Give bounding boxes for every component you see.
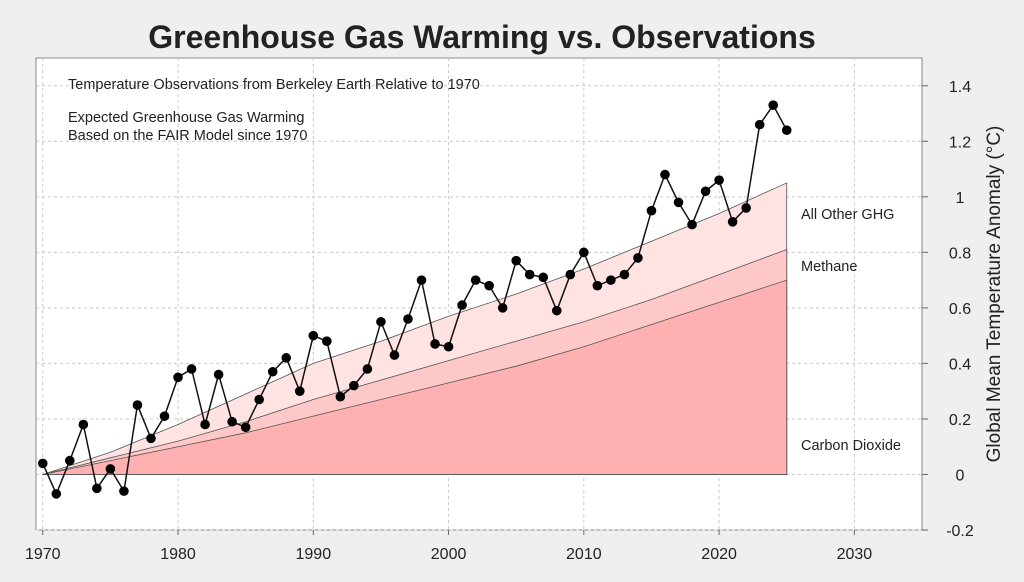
x-tick-label: 2000 xyxy=(431,546,467,563)
observation-point xyxy=(687,219,697,230)
observation-point xyxy=(227,416,237,427)
label-all-other-ghg: All Other GHG xyxy=(801,207,894,223)
observation-point xyxy=(335,391,346,402)
y-axis-label: Global Mean Temperature Anomaly (°C) xyxy=(984,126,1005,463)
observation-point xyxy=(105,464,116,474)
observation-point xyxy=(727,217,738,227)
annotation-observations: Temperature Observations from Berkeley E… xyxy=(68,77,480,93)
x-tick-label: 1990 xyxy=(296,546,332,563)
observation-point xyxy=(78,419,89,430)
observation-point xyxy=(186,364,197,374)
observation-point xyxy=(322,336,332,347)
observation-point xyxy=(511,255,521,266)
observations-line xyxy=(42,103,788,496)
observation-point xyxy=(551,305,562,316)
stacked-areas xyxy=(42,182,788,475)
observation-point xyxy=(159,411,170,421)
observation-point xyxy=(200,419,210,430)
observation-point xyxy=(65,455,75,466)
annotation-model-line1: Expected Greenhouse Gas Warming xyxy=(68,110,304,126)
observation-point xyxy=(389,350,400,360)
observation-point xyxy=(497,303,508,313)
observation-point xyxy=(538,272,549,283)
observation-point xyxy=(92,483,102,494)
observation-point xyxy=(403,314,413,324)
observation-point xyxy=(673,197,684,208)
observation-point xyxy=(524,269,535,280)
observation-point xyxy=(37,458,48,469)
y-tick-label: -0.2 xyxy=(946,523,974,540)
label-carbon-dioxide: Carbon Dioxide xyxy=(801,438,901,454)
y-tick-label: 0.6 xyxy=(949,301,971,318)
observation-point xyxy=(213,369,224,380)
observation-point xyxy=(714,175,724,185)
observation-point xyxy=(579,247,589,258)
x-tick-label: 2030 xyxy=(837,546,873,563)
observation-point xyxy=(484,280,494,291)
y-tick-label: 1.2 xyxy=(949,134,971,151)
observation-point xyxy=(565,269,576,280)
observation-point xyxy=(619,269,630,280)
area-carbon-dioxide xyxy=(42,279,788,475)
observation-point xyxy=(119,486,129,496)
observation-point xyxy=(606,275,616,285)
observation-point xyxy=(376,316,386,327)
observation-point xyxy=(443,341,454,352)
observation-point xyxy=(430,339,440,349)
y-tick-label: 0 xyxy=(956,467,965,484)
observation-point xyxy=(700,186,711,197)
observation-point xyxy=(633,253,643,263)
y-tick-label: 1.4 xyxy=(949,79,971,96)
observation-point xyxy=(267,366,278,377)
chart-title: Greenhouse Gas Warming vs. Observations xyxy=(148,19,815,55)
y-tick-label: 0.4 xyxy=(949,356,971,373)
observation-point xyxy=(754,119,765,130)
observation-point xyxy=(281,353,292,363)
observation-point xyxy=(254,394,264,405)
x-tick-label: 1970 xyxy=(25,546,61,563)
y-tick-label: 1 xyxy=(956,190,965,207)
observation-point xyxy=(741,203,751,213)
annotation-model-line2: Based on the FAIR Model since 1970 xyxy=(68,128,307,144)
observation-point xyxy=(592,280,603,291)
y-tick-label: 0.8 xyxy=(949,245,971,262)
observation-point xyxy=(660,169,670,180)
label-methane: Methane xyxy=(801,259,857,275)
observation-point xyxy=(646,205,657,216)
observation-point xyxy=(240,422,251,433)
x-tick-label: 2020 xyxy=(701,546,737,563)
observation-point xyxy=(416,275,427,285)
observation-point xyxy=(349,380,359,391)
observation-point xyxy=(51,489,62,499)
axes: 1970 1980 1990 2000 2010 2020 2030 -0.2 0 0.2 0.4 0… xyxy=(25,79,974,563)
y-tick-label: 0.2 xyxy=(949,412,971,429)
observation-point xyxy=(308,330,319,341)
observation-point xyxy=(470,275,481,285)
observations-series xyxy=(37,100,792,499)
observation-point xyxy=(146,433,156,444)
observation-point xyxy=(457,300,467,310)
observation-point xyxy=(294,386,305,396)
x-tick-label: 2010 xyxy=(566,546,602,563)
x-tick-label: 1980 xyxy=(160,546,196,563)
observation-point xyxy=(781,125,792,135)
observation-point xyxy=(362,364,373,374)
observation-point xyxy=(173,372,183,383)
observation-point xyxy=(132,400,143,410)
observation-point xyxy=(768,100,779,110)
